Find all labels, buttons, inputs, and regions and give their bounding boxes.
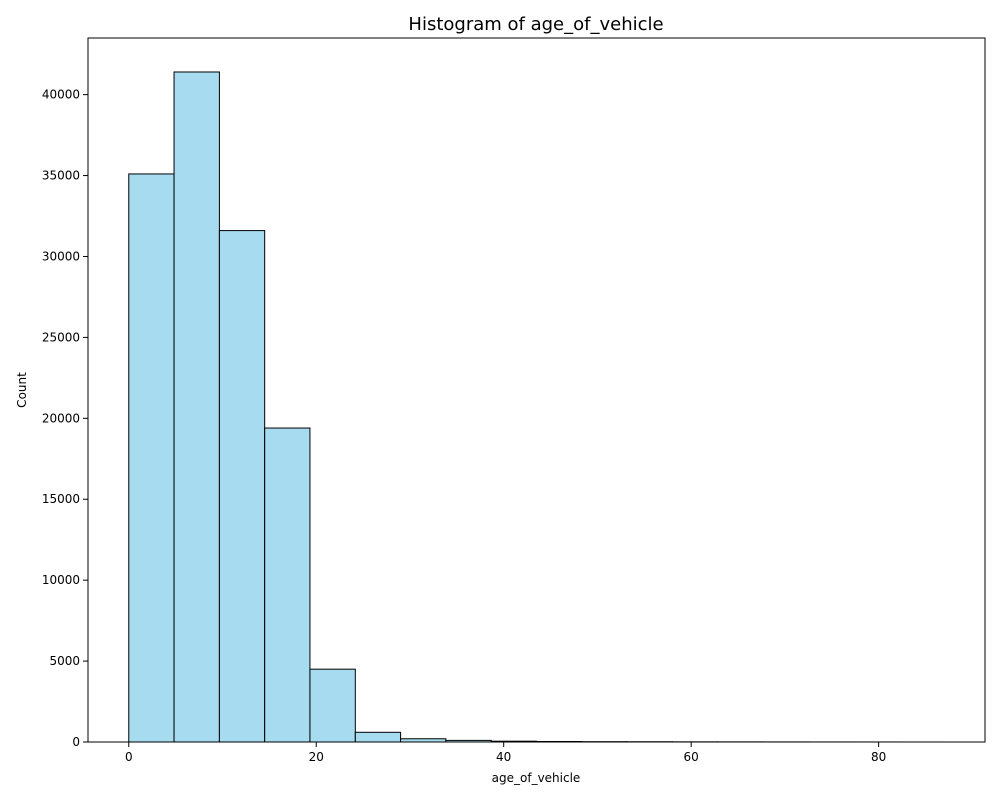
histogram-bar	[354, 731, 402, 743]
y-tick-label: 5000	[49, 654, 80, 668]
y-axis-ticks: 0 5000 10000 15000 20000 25000 30000 35000 40000	[42, 88, 88, 749]
x-tick-label: 40	[496, 750, 511, 764]
y-tick-label: 40000	[42, 88, 80, 102]
x-axis-ticks: 0 20 40 60 80	[125, 742, 886, 764]
histogram-bar	[309, 668, 356, 743]
x-axis-label: age_of_vehicle	[492, 771, 581, 785]
y-tick-label: 30000	[42, 249, 80, 263]
y-tick-label: 0	[72, 735, 80, 749]
y-tick-label: 20000	[42, 411, 80, 425]
plot-frame	[87, 37, 986, 743]
histogram-bar	[128, 173, 175, 743]
bar-group	[128, 71, 945, 743]
histogram-bar	[264, 427, 311, 743]
x-tick-label: 0	[125, 750, 133, 764]
histogram-bar	[173, 71, 220, 743]
chart-title: Histogram of age_of_vehicle	[408, 14, 663, 35]
y-tick-label: 35000	[42, 169, 80, 183]
x-tick-label: 60	[684, 750, 699, 764]
y-tick-label: 10000	[42, 573, 80, 587]
x-tick-label: 80	[871, 750, 886, 764]
y-tick-label: 25000	[42, 330, 80, 344]
histogram-bar	[218, 230, 266, 743]
x-tick-label: 20	[309, 750, 324, 764]
y-tick-label: 15000	[42, 492, 80, 506]
y-axis-label: Count	[15, 372, 29, 408]
